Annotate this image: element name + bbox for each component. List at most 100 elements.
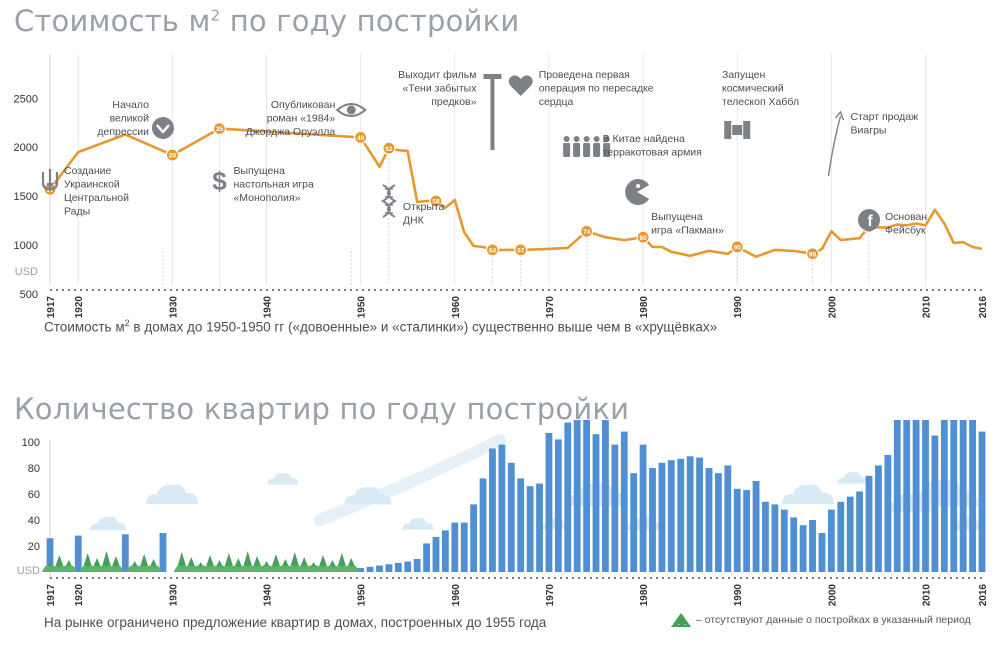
y-tick-label: 60 <box>28 489 40 501</box>
count-bar <box>922 420 929 572</box>
count-bar <box>818 533 826 572</box>
x-tick-label: 2000 <box>827 584 838 607</box>
price-chart-title: Стоимость м2 по году постройки <box>14 4 520 38</box>
count-bar <box>771 504 779 572</box>
pacman-icon <box>625 179 650 205</box>
cloud-icon <box>89 516 127 531</box>
x-tick-label: 2010 <box>922 296 933 319</box>
price-series-line <box>48 127 983 258</box>
count-bar <box>780 509 788 572</box>
year-marker <box>212 122 227 136</box>
event-label: Выпущена настольная игра «Монополия» <box>233 165 314 204</box>
y-tick-label: 2000 <box>14 142 38 154</box>
year-marker-label: 64 <box>489 247 497 254</box>
y-tick-label: 1000 <box>14 240 38 252</box>
x-tick-label: 1980 <box>639 584 650 607</box>
event-label: Выходит фильм «Тени забытых предков» <box>398 69 477 108</box>
x-tick-label: 1970 <box>545 584 556 607</box>
year-marker <box>730 240 744 254</box>
year-marker-label: 80 <box>639 235 647 242</box>
count-bar <box>121 534 129 572</box>
facebook-icon: f <box>858 209 881 231</box>
cloud-icon <box>949 516 987 531</box>
cloud-icon <box>267 473 299 485</box>
count-bar <box>526 486 534 572</box>
count-bar <box>432 536 440 572</box>
x-tick-label: 1990 <box>733 296 744 319</box>
y-axis-unit: USD <box>17 565 40 577</box>
count-bar <box>705 468 713 572</box>
x-tick-label: 1917 <box>46 296 57 319</box>
trident-icon <box>41 169 59 191</box>
count-bar <box>846 496 854 572</box>
count-bar <box>357 568 365 572</box>
count-bar <box>394 562 402 572</box>
svg-text:f: f <box>867 213 873 230</box>
count-bar <box>564 422 572 572</box>
telescope-icon <box>724 121 751 139</box>
event-label: Основан Фейсбук <box>885 211 927 237</box>
eye-icon <box>335 103 367 117</box>
y-tick-label: 120 <box>22 420 40 423</box>
count-bar <box>573 420 581 572</box>
count-bar <box>545 432 553 572</box>
x-tick-label: 1980 <box>639 296 650 319</box>
x-tick-label: 1960 <box>451 584 462 607</box>
count-bar <box>46 538 54 572</box>
year-marker <box>165 148 179 162</box>
x-tick-label: 1950 <box>357 584 368 607</box>
x-tick-label: 1930 <box>168 584 179 607</box>
count-bar <box>762 501 769 572</box>
count-bar <box>978 431 986 572</box>
year-marker-label: 58 <box>432 199 440 206</box>
cloud-icon <box>344 487 392 505</box>
count-bar <box>931 435 939 572</box>
year-marker-label: 29 <box>169 153 177 160</box>
count-bar <box>159 533 167 572</box>
count-bar <box>451 522 459 572</box>
count-bar <box>404 561 412 572</box>
y-tick-label: 500 <box>20 289 38 301</box>
x-tick-label: 1940 <box>263 584 274 607</box>
x-tick-label: 1960 <box>451 296 462 319</box>
price-line-chart: 500 1000 1500 2000 2500 USD 1917 1920 1930 1940 19… <box>14 54 989 319</box>
year-marker <box>354 130 368 145</box>
count-bar <box>413 559 421 572</box>
count-bar <box>517 478 525 572</box>
count-bar <box>667 460 675 572</box>
price-chart-caption: Стоимость м2 в домах до 1950-1950 гг («д… <box>44 318 718 335</box>
missing-data-legend: – отсутствуют данные о постройках в указ… <box>670 612 971 628</box>
count-bar <box>837 501 845 572</box>
year-marker <box>429 194 443 208</box>
count-bar <box>856 491 864 572</box>
year-marker-label: 35 <box>216 126 224 133</box>
count-bar <box>611 444 619 572</box>
year-marker-label: 67 <box>517 247 525 254</box>
count-bar <box>809 520 816 572</box>
hammer-icon <box>483 74 502 150</box>
count-bar <box>893 420 901 572</box>
count-bar <box>507 462 515 572</box>
year-marker <box>580 224 594 238</box>
count-bar <box>536 483 543 572</box>
year-marker-label: 49 <box>357 135 365 142</box>
count-bar <box>441 530 449 572</box>
x-tick-label: 1920 <box>74 584 85 607</box>
x-tick-label: 1917 <box>46 584 57 607</box>
event-label: Опубликован роман «1984» Джорджа Оруэлла <box>246 99 336 138</box>
cloud-icon <box>402 518 434 530</box>
year-marker-label: 98 <box>809 251 817 258</box>
x-tick-label: 1950 <box>357 296 368 319</box>
year-marker <box>805 247 820 261</box>
year-marker-label: 90 <box>734 245 742 252</box>
x-tick-label: 1940 <box>263 296 274 319</box>
cloud-icon <box>782 484 834 504</box>
dna-icon <box>380 184 397 218</box>
count-bar <box>865 475 873 572</box>
count-bar <box>912 420 920 572</box>
count-bar <box>649 468 656 572</box>
y-tick-label: 80 <box>28 463 40 475</box>
event-label: Создание Украинской Центральной Рады <box>64 165 129 218</box>
y-tick-label: 100 <box>22 437 40 449</box>
event-label: Проведена первая операция по пересадке сер… <box>539 69 654 108</box>
